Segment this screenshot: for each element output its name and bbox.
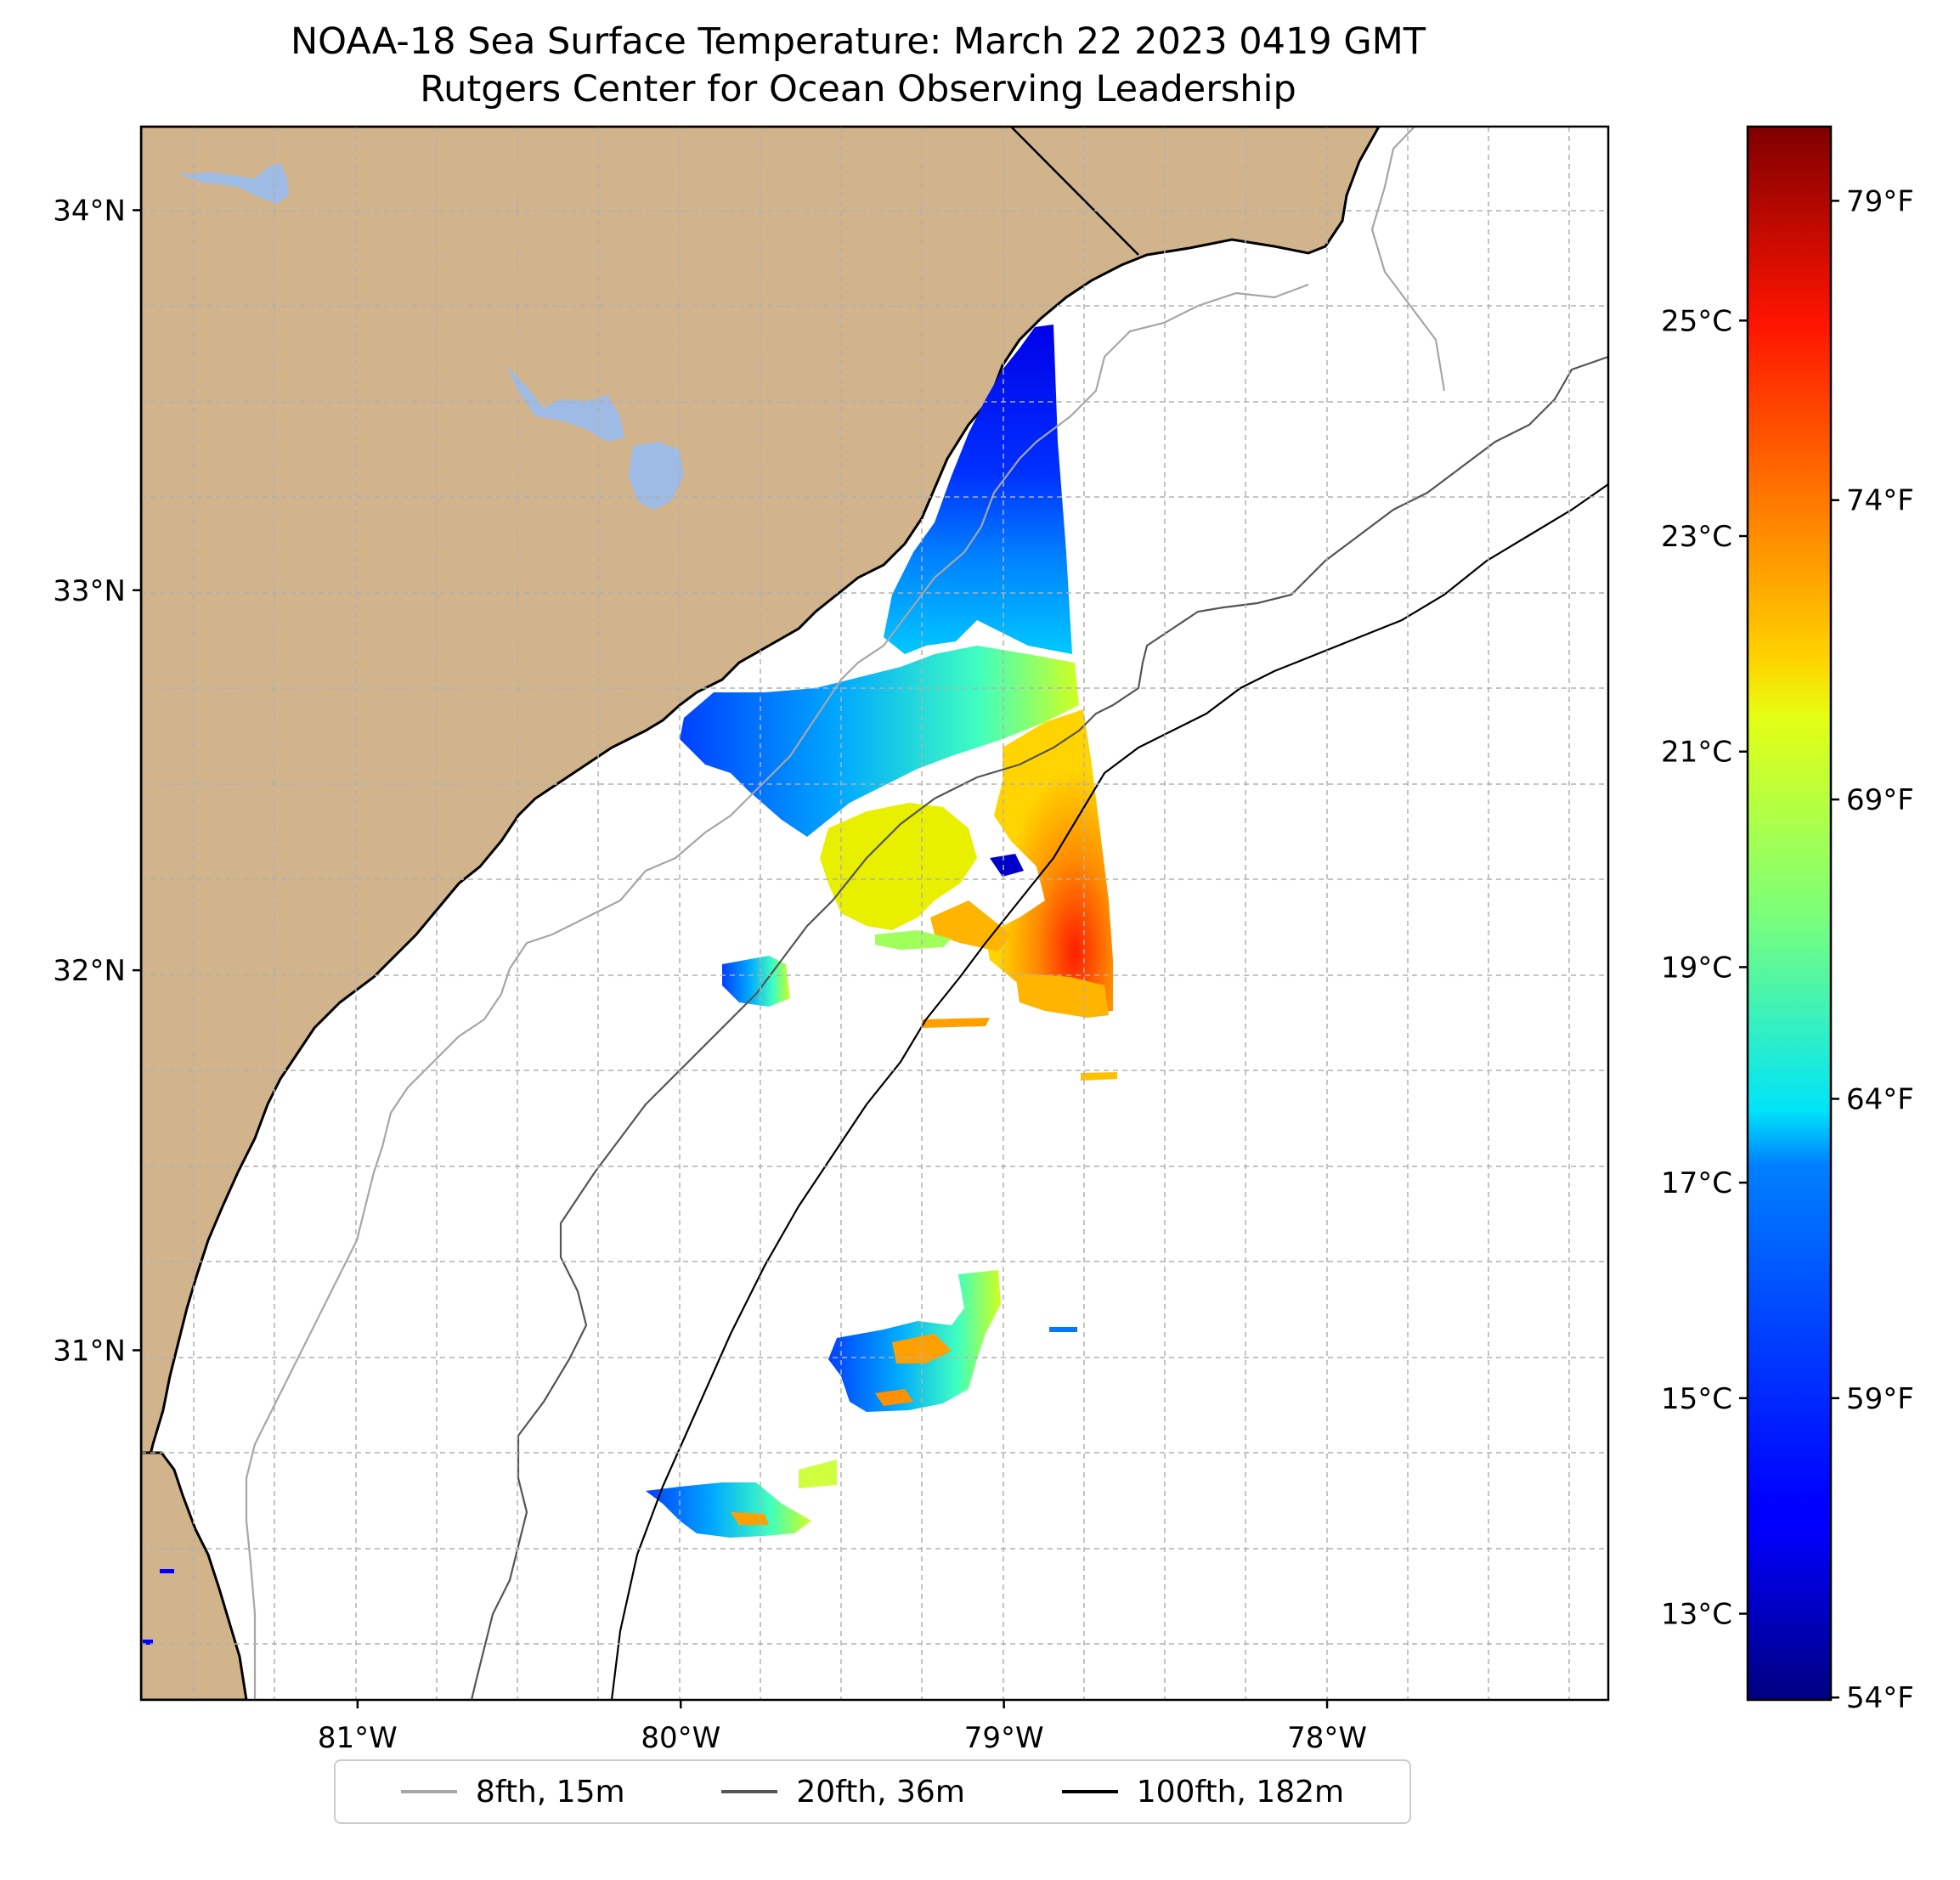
legend-label: 20fth, 36m: [796, 1774, 965, 1809]
legend-label: 8fth, 15m: [475, 1774, 625, 1809]
latitude-axis: 34°N 33°N 32°N 31°N: [53, 194, 141, 1368]
chart-subtitle: Rutgers Center for Ocean Observing Leade…: [420, 68, 1296, 110]
celsius-tick-label: 23°C: [1661, 520, 1732, 554]
lake-north: [177, 163, 289, 204]
celsius-tick-label: 13°C: [1661, 1598, 1732, 1632]
celsius-tick-label: 15°C: [1661, 1382, 1732, 1416]
lon-tick-label: 78°W: [1287, 1721, 1367, 1755]
fahrenheit-tick-label: 59°F: [1846, 1382, 1914, 1416]
land: [141, 127, 1381, 1496]
colorbar-fahrenheit-axis: 79°F 74°F 69°F 64°F 59°F 54°F: [1831, 184, 1914, 1715]
lat-tick-label: 31°N: [53, 1334, 126, 1368]
celsius-tick-label: 21°C: [1661, 736, 1732, 770]
colorbar: [1746, 125, 1833, 1702]
gridlines: [141, 127, 1608, 1700]
lat-tick-label: 33°N: [53, 574, 126, 608]
isobath-8fth: [245, 127, 1446, 1700]
lon-tick-label: 79°W: [964, 1721, 1044, 1755]
lake-marion: [506, 365, 624, 442]
legend-swatch: [400, 1790, 457, 1793]
legend-item: 8fth, 15m: [400, 1774, 625, 1809]
legend-item: 20fth, 36m: [721, 1775, 965, 1809]
longitude-axis: 81°W 80°W 79°W 78°W: [318, 1700, 1367, 1755]
fahrenheit-tick-label: 64°F: [1846, 1082, 1914, 1116]
plot-frame: [139, 125, 1610, 1702]
celsius-tick-label: 17°C: [1661, 1166, 1732, 1200]
celsius-tick-label: 25°C: [1661, 304, 1732, 338]
colorbar-celsius-axis: 25°C 23°C 21°C 19°C 17°C 15°C 13°C: [1661, 304, 1748, 1632]
isobath-legend: 8fth, 15m 20fth, 36m 100fth, 182m: [334, 1759, 1411, 1824]
legend-label: 100fth, 182m: [1136, 1774, 1345, 1809]
legend-swatch: [721, 1790, 778, 1793]
lon-tick-label: 81°W: [318, 1721, 398, 1755]
legend-item: 100fth, 182m: [1061, 1774, 1345, 1809]
chart-title: NOAA-18 Sea Surface Temperature: March 2…: [290, 20, 1426, 63]
lon-tick-label: 80°W: [641, 1721, 720, 1755]
fahrenheit-tick-label: 69°F: [1846, 783, 1914, 817]
lat-tick-label: 34°N: [53, 194, 126, 228]
lat-tick-label: 32°N: [53, 954, 126, 988]
isobath-20fth: [470, 355, 1608, 1700]
fahrenheit-tick-label: 79°F: [1846, 184, 1914, 218]
fahrenheit-tick-label: 74°F: [1846, 484, 1914, 518]
lake-moultrie: [629, 442, 684, 510]
isobath-100fth: [610, 483, 1608, 1700]
fahrenheit-tick-label: 54°F: [1846, 1681, 1914, 1715]
legend-swatch: [1061, 1790, 1118, 1793]
sst-data: [143, 325, 1117, 1645]
celsius-tick-label: 19°C: [1661, 951, 1732, 985]
state-border: [1010, 127, 1139, 256]
